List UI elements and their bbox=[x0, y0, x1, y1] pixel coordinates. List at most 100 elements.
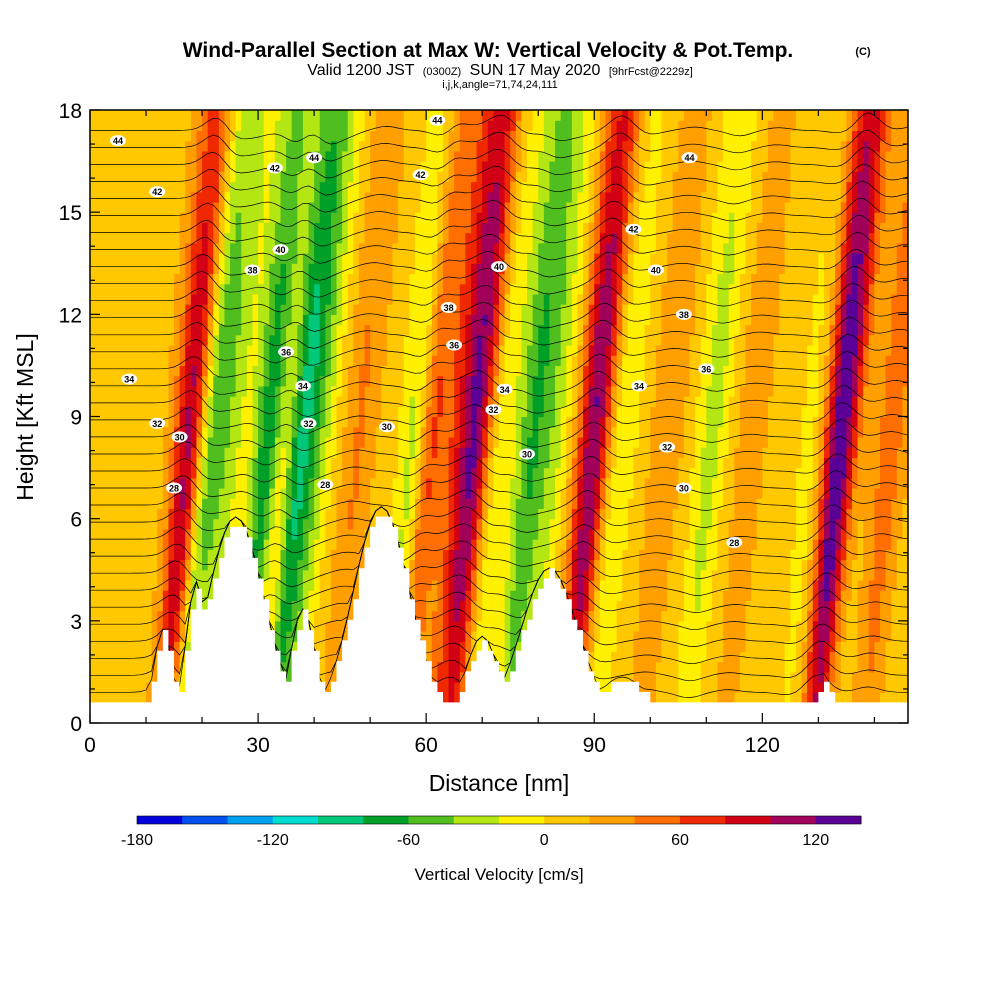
field-cell bbox=[493, 344, 500, 356]
field-cell bbox=[437, 283, 444, 295]
field-cell bbox=[459, 396, 466, 407]
field-cell bbox=[431, 447, 438, 458]
field-cell bbox=[515, 559, 523, 571]
field-cell bbox=[487, 620, 494, 632]
field-cell bbox=[470, 396, 478, 407]
field-cell bbox=[358, 304, 366, 315]
field-cell bbox=[157, 549, 164, 561]
field-cell bbox=[420, 498, 427, 510]
field-cell bbox=[241, 150, 248, 162]
field-cell bbox=[442, 416, 450, 428]
field-cell bbox=[330, 436, 338, 448]
field-cell bbox=[353, 508, 360, 520]
field-cell bbox=[420, 263, 427, 275]
field-cell bbox=[538, 304, 545, 315]
field-cell bbox=[403, 171, 410, 183]
field-cell bbox=[179, 508, 186, 520]
field-cell bbox=[364, 436, 371, 448]
field-cell bbox=[106, 406, 114, 418]
field-cell bbox=[95, 324, 102, 336]
field-cell bbox=[101, 110, 108, 121]
field-cell bbox=[101, 242, 108, 254]
field-cell bbox=[263, 314, 270, 326]
field-cell bbox=[370, 488, 377, 499]
field-cell bbox=[218, 549, 226, 561]
field-cell bbox=[179, 671, 186, 683]
field-cell bbox=[465, 385, 472, 397]
field-cell bbox=[319, 671, 326, 683]
field-cell bbox=[470, 467, 478, 479]
field-cell bbox=[291, 396, 298, 407]
field-cell bbox=[174, 518, 181, 530]
field-cell bbox=[90, 477, 97, 489]
field-cell bbox=[129, 682, 136, 693]
field-cell bbox=[202, 293, 209, 305]
field-cell bbox=[314, 253, 321, 264]
field-cell bbox=[146, 344, 153, 356]
field-cell bbox=[459, 171, 466, 183]
field-cell bbox=[465, 263, 472, 275]
field-cell bbox=[342, 253, 349, 264]
field-cell bbox=[196, 212, 203, 223]
field-cell bbox=[151, 610, 158, 622]
field-cell bbox=[325, 212, 332, 223]
field-cell bbox=[314, 263, 321, 275]
field-cell bbox=[330, 273, 338, 285]
field-cell bbox=[129, 334, 136, 346]
field-cell bbox=[146, 201, 153, 213]
field-cell bbox=[442, 140, 450, 152]
field-cell bbox=[269, 385, 276, 397]
field-cell bbox=[230, 222, 237, 234]
field-cell bbox=[129, 293, 136, 305]
field-cell bbox=[493, 651, 500, 663]
field-cell bbox=[224, 355, 231, 367]
field-cell bbox=[353, 191, 360, 203]
field-cell bbox=[246, 222, 254, 234]
field-cell bbox=[202, 600, 209, 612]
field-cell bbox=[353, 447, 360, 458]
field-cell bbox=[196, 406, 203, 418]
field-cell bbox=[207, 549, 214, 561]
field-cell bbox=[90, 600, 97, 612]
field-cell bbox=[246, 488, 254, 499]
field-cell bbox=[134, 457, 142, 469]
field-cell bbox=[465, 150, 472, 162]
field-cell bbox=[134, 293, 142, 305]
field-cell bbox=[118, 488, 125, 499]
field-cell bbox=[392, 344, 399, 356]
field-cell bbox=[101, 222, 108, 234]
field-cell bbox=[207, 314, 214, 326]
field-cell bbox=[370, 477, 377, 489]
field-cell bbox=[426, 344, 433, 356]
field-cell bbox=[241, 324, 248, 336]
field-cell bbox=[459, 467, 466, 479]
field-cell bbox=[353, 140, 360, 152]
field-cell bbox=[325, 120, 332, 132]
field-cell bbox=[527, 150, 534, 162]
field-cell bbox=[174, 212, 181, 223]
field-cell bbox=[470, 253, 478, 264]
field-cell bbox=[314, 488, 321, 499]
field-cell bbox=[431, 406, 438, 418]
field-cell bbox=[459, 161, 466, 172]
field-cell bbox=[202, 222, 209, 234]
field-cell bbox=[409, 508, 416, 520]
field-cell bbox=[162, 488, 170, 499]
field-cell bbox=[375, 222, 382, 234]
field-cell bbox=[370, 334, 377, 346]
field-cell bbox=[470, 161, 478, 172]
field-cell bbox=[499, 620, 506, 632]
field-cell bbox=[174, 590, 181, 601]
field-cell bbox=[224, 191, 231, 203]
field-cell bbox=[129, 416, 136, 428]
field-cell bbox=[375, 201, 382, 213]
field-cell bbox=[123, 600, 130, 612]
field-cell bbox=[274, 283, 282, 295]
field-cell bbox=[420, 120, 427, 132]
field-cell bbox=[179, 232, 186, 244]
field-cell bbox=[370, 518, 377, 530]
field-cell bbox=[538, 488, 545, 499]
field-cell bbox=[420, 559, 427, 571]
field-cell bbox=[521, 120, 528, 132]
field-cell bbox=[499, 334, 506, 346]
